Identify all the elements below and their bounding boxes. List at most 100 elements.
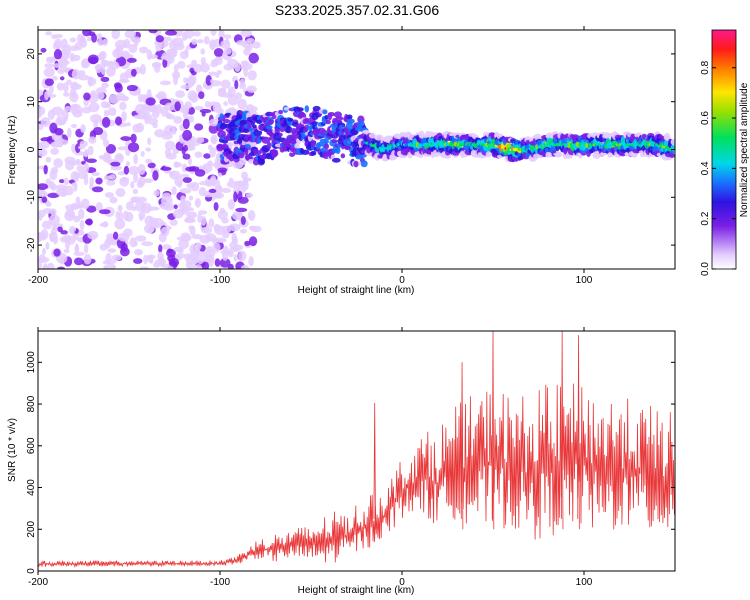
heatmap-cell <box>164 140 176 151</box>
heatmap-cell <box>166 113 176 120</box>
heatmap-cell <box>38 106 46 116</box>
heatmap-cell <box>247 209 256 221</box>
snr-y-label: SNR (10 * v/v) <box>7 418 18 482</box>
heatmap-cell <box>213 47 224 57</box>
heatmap-cell <box>66 127 72 139</box>
heatmap-cell <box>197 39 204 44</box>
heatmap-cell <box>83 174 89 186</box>
heatmap-cell <box>173 204 178 210</box>
heatmap-cell <box>212 102 222 114</box>
heatmap-cell <box>167 49 176 59</box>
heatmap-cell <box>111 254 122 261</box>
y-tick-label: 400 <box>26 479 37 496</box>
snr-peak <box>491 331 495 530</box>
heatmap-cell <box>148 30 158 34</box>
heatmap-cell <box>244 144 251 149</box>
heatmap-cell <box>194 105 204 111</box>
heatmap-cell <box>198 91 205 99</box>
heatmap-cell <box>74 243 79 254</box>
heatmap-cell <box>229 241 238 250</box>
heatmap-cell <box>278 109 284 115</box>
heatmap-cell <box>176 236 188 241</box>
heatmap-cell <box>83 162 90 173</box>
heatmap-cell <box>223 101 228 107</box>
spectrogram-x-axis: -200 -100 0 100 <box>28 26 593 286</box>
heatmap-cell <box>43 164 48 175</box>
heatmap-cell <box>53 49 63 60</box>
heatmap-cell <box>52 225 58 231</box>
heatmap-cell <box>133 153 138 165</box>
heatmap-cell <box>100 67 106 75</box>
heatmap-cell <box>157 251 164 261</box>
heatmap-cell <box>248 225 256 231</box>
heatmap-cell <box>92 126 104 136</box>
heatmap-cell <box>102 260 111 265</box>
heatmap-cell <box>360 160 368 168</box>
heatmap-cell <box>286 143 292 148</box>
heatmap-cell <box>70 81 79 91</box>
heatmap-cell <box>115 210 121 220</box>
heatmap-cell <box>217 87 226 93</box>
heatmap-cell <box>70 103 79 111</box>
heatmap-cell <box>155 93 165 99</box>
heatmap-cell <box>239 78 246 87</box>
heatmap-cell <box>179 187 192 194</box>
y-tick-label: 200 <box>26 520 37 537</box>
heatmap-cell <box>219 113 224 120</box>
heatmap-cell <box>81 106 92 114</box>
heatmap-cell <box>199 234 211 244</box>
heatmap-cell <box>240 216 246 226</box>
heatmap-cell <box>87 230 99 240</box>
heatmap-cell <box>98 209 111 215</box>
heatmap-cell <box>215 237 227 243</box>
heatmap-cell <box>147 117 159 125</box>
heatmap-cell <box>335 146 341 155</box>
heatmap-cell <box>165 30 178 36</box>
heatmap-cell <box>44 78 55 86</box>
heatmap-cell <box>169 170 175 177</box>
heatmap-cell <box>663 133 671 141</box>
heatmap-cell <box>74 257 84 266</box>
heatmap-cell <box>201 261 210 269</box>
heatmap-cell <box>121 111 127 122</box>
heatmap-cell <box>44 63 54 69</box>
heatmap-cell <box>155 104 163 115</box>
heatmap-cell <box>57 226 63 233</box>
heatmap-cell <box>38 147 44 155</box>
heatmap-cell <box>485 151 492 158</box>
x-tick-label: -200 <box>28 577 48 588</box>
heatmap-cell <box>182 153 191 160</box>
heatmap-cell <box>154 129 165 138</box>
heatmap-cell <box>83 243 89 254</box>
heatmap-cell <box>238 250 247 262</box>
heatmap-cell <box>159 80 172 86</box>
heatmap-cell <box>127 142 140 153</box>
heatmap-cell <box>235 92 243 100</box>
heatmap-cell <box>240 30 252 38</box>
heatmap-cell <box>160 106 169 117</box>
heatmap-cell <box>53 248 61 257</box>
x-tick-label: -200 <box>28 275 48 286</box>
heatmap-cell <box>149 104 158 113</box>
heatmap-noise-layer <box>38 30 262 269</box>
heatmap-cell <box>115 187 126 197</box>
heatmap-cell <box>91 172 100 177</box>
heatmap-cell <box>193 63 203 73</box>
colorbar-tick-label: 0.8 <box>700 60 711 74</box>
heatmap-cell <box>187 157 193 166</box>
heatmap-cell <box>45 31 53 36</box>
heatmap-cell <box>38 254 46 263</box>
heatmap-cell <box>121 50 130 59</box>
heatmap-cell <box>40 47 47 53</box>
heatmap-cell <box>353 160 359 168</box>
heatmap-cell <box>77 145 86 150</box>
heatmap-cell <box>84 219 93 225</box>
heatmap-cell <box>248 236 258 247</box>
heatmap-cell <box>208 188 217 193</box>
colorbar-tick-label: 0.2 <box>700 211 711 225</box>
colorbar-scale <box>711 29 737 270</box>
heatmap-cell <box>165 152 177 160</box>
heatmap-cell <box>135 235 147 242</box>
heatmap-cell <box>182 177 192 183</box>
heatmap-cell <box>120 242 128 252</box>
